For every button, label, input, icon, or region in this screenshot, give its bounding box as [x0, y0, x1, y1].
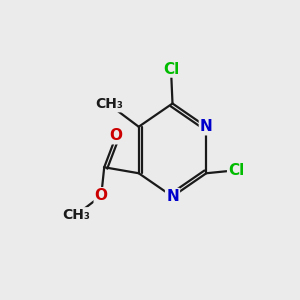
Text: CH₃: CH₃: [62, 208, 90, 222]
Text: O: O: [95, 188, 108, 203]
Text: N: N: [200, 119, 213, 134]
Text: O: O: [110, 128, 123, 143]
Text: Cl: Cl: [228, 163, 244, 178]
Text: Cl: Cl: [163, 61, 179, 76]
Text: N: N: [166, 189, 179, 204]
Text: CH₃: CH₃: [95, 97, 123, 111]
